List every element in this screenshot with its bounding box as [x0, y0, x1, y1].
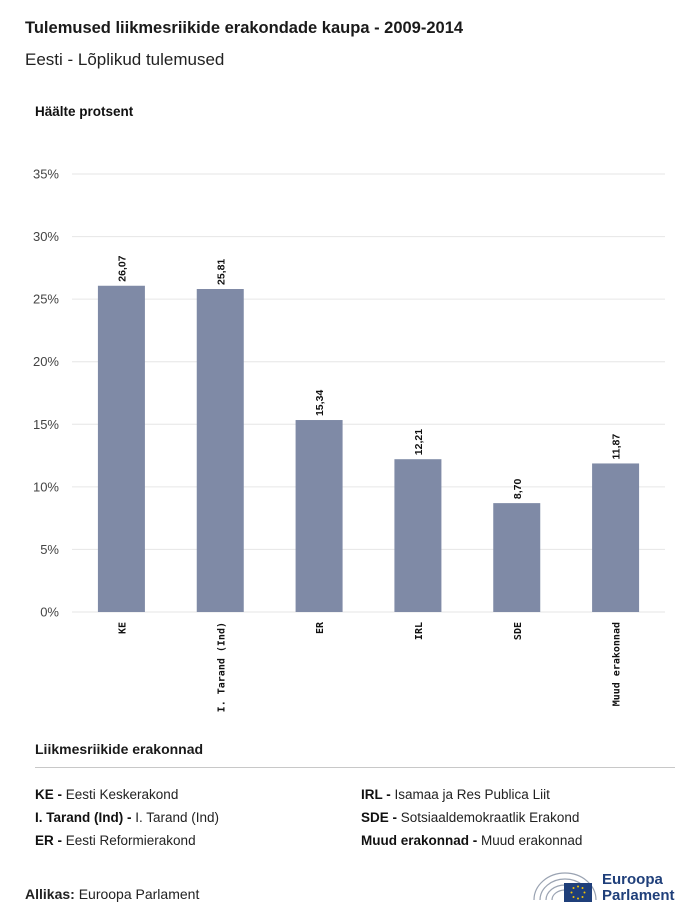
bar	[493, 503, 541, 612]
source-label: Allikas:	[25, 886, 75, 902]
y-tick-label: 25%	[33, 292, 59, 307]
x-tick-label: SDE	[513, 622, 524, 640]
x-tick-label: KE	[117, 622, 128, 634]
legend-abbr: ER -	[35, 833, 66, 848]
legend-divider	[35, 767, 675, 768]
bar	[592, 463, 640, 612]
data-label: 25,81	[215, 259, 227, 285]
logo-line-1: Euroopa	[602, 871, 663, 888]
x-tick-label: ER	[315, 621, 326, 634]
y-tick-label: 0%	[40, 605, 59, 620]
source-value: Euroopa Parlament	[74, 886, 200, 902]
bar	[97, 285, 145, 612]
bar	[295, 420, 343, 612]
legend-item-tarand: I. Tarand (Ind) - I. Tarand (Ind)	[35, 810, 219, 825]
x-tick-label: Muud erakonnad	[612, 622, 623, 706]
legend-item-irl: IRL - Isamaa ja Res Publica Liit	[361, 787, 550, 802]
legend-abbr: Muud erakonnad -	[361, 833, 482, 848]
legend-item-ke: KE - Eesti Keskerakond	[35, 787, 178, 802]
bar	[196, 289, 244, 612]
y-tick-label: 30%	[33, 229, 59, 244]
legend-abbr: KE -	[35, 787, 66, 802]
bar-chart: Häälte protsent 0% 5% 10% 15% 20% 25% 30% 35% 26…	[33, 104, 665, 712]
x-tick-label: IRL	[414, 622, 425, 640]
legend-name: Eesti Keskerakond	[65, 787, 179, 802]
legend-name: Eesti Reformierakond	[65, 833, 196, 848]
legend-name: Sotsiaaldemokraatlik Erakond	[400, 810, 580, 825]
logo-text: Euroopa Parlament	[602, 872, 675, 904]
legend-name: Muud erakonnad	[481, 833, 583, 848]
y-tick-label: 15%	[33, 417, 59, 432]
data-label: 11,87	[611, 434, 623, 460]
legend-abbr: SDE -	[361, 810, 401, 825]
legend-abbr: I. Tarand (Ind) -	[35, 810, 136, 825]
y-tick-label: 10%	[33, 479, 59, 494]
y-axis-title: Häälte protsent	[35, 104, 134, 119]
legend-title: Liikmesriikide erakonnad	[35, 741, 204, 757]
y-tick-label: 5%	[40, 542, 59, 557]
data-label: 12,21	[413, 429, 425, 455]
legend-name: I. Tarand (Ind)	[135, 810, 220, 825]
legend-abbr: IRL -	[361, 787, 395, 802]
y-tick-label: 35%	[33, 167, 59, 182]
legend-item-muud: Muud erakonnad - Muud erakonnad	[361, 833, 582, 848]
x-tick-label: I. Tarand (Ind)	[216, 622, 227, 712]
data-label: 8,70	[512, 479, 524, 500]
legend-item-sde: SDE - Sotsiaaldemokraatlik Erakond	[361, 810, 579, 825]
european-parliament-logo	[533, 872, 597, 902]
data-label: 26,07	[116, 255, 128, 281]
data-label: 15,34	[314, 390, 326, 416]
logo-line-2: Parlament	[602, 887, 675, 904]
source-note: Allikas: Euroopa Parlament	[25, 886, 199, 902]
bar	[394, 459, 442, 612]
y-tick-label: 20%	[33, 354, 59, 369]
legend-name: Isamaa ja Res Publica Liit	[394, 787, 550, 802]
page-subtitle: Eesti - Lõplikud tulemused	[25, 50, 225, 69]
legend-item-er: ER - Eesti Reformierakond	[35, 833, 196, 848]
page-title: Tulemused liikmesriikide erakondade kaup…	[25, 19, 464, 37]
